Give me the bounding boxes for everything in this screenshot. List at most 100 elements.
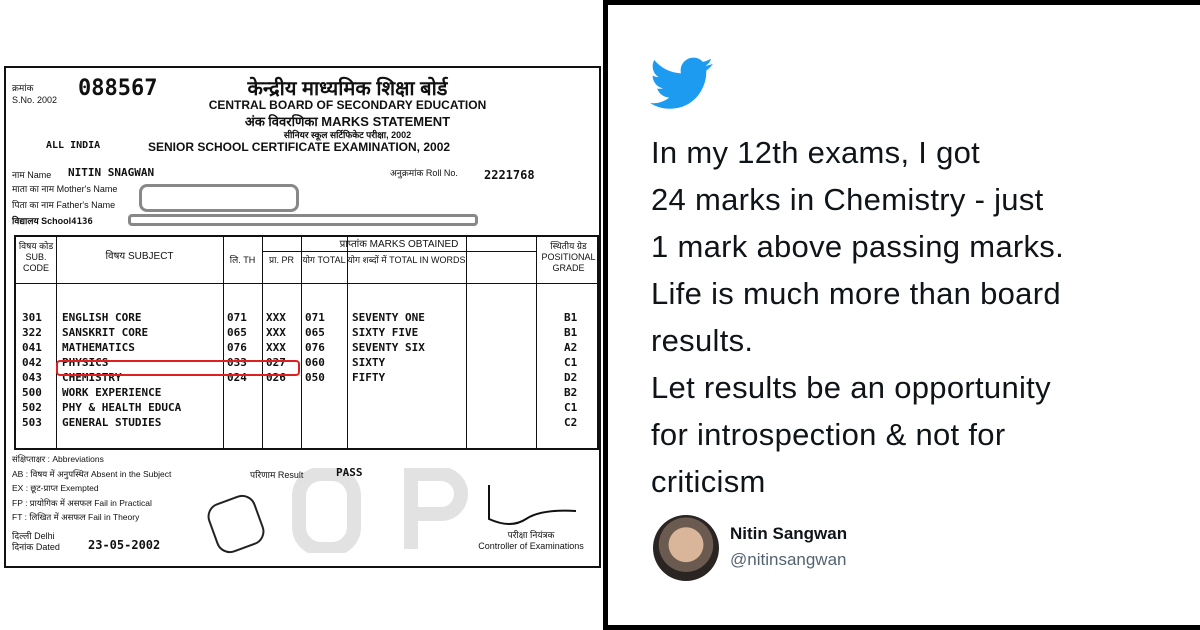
cell-code: 322: [22, 326, 42, 339]
result-label: परिणाम Result: [250, 470, 304, 480]
author-handle[interactable]: @nitinsangwan: [730, 550, 847, 569]
cell-subject: ENGLISH CORE: [62, 311, 142, 324]
cell-code: 042: [22, 356, 42, 369]
header-marks-obtained: प्राप्तांक MARKS OBTAINED: [339, 239, 459, 250]
table-row: 503 GENERAL STUDIES C2: [16, 416, 597, 431]
author-avatar[interactable]: [653, 515, 719, 581]
cell-subject: WORK EXPERIENCE: [62, 386, 162, 399]
table-row: 502 PHY & HEALTH EDUCA C1: [16, 401, 597, 416]
marks-table: विषय कोड SUB. CODE विषय SUBJECT प्राप्ता…: [14, 235, 599, 450]
header-pr: प्रा. PR: [269, 255, 294, 265]
place: दिल्ली Delhi: [12, 531, 55, 541]
cell-words: SEVENTY ONE: [352, 311, 425, 324]
statement-title: अंक विवरणिका MARKS STATEMENT: [244, 114, 451, 129]
cell-code: 041: [22, 341, 42, 354]
cell-pr: 027: [266, 356, 286, 369]
table-row: 041 MATHEMATICS 076 XXX 076 SEVENTY SIX A2: [16, 341, 597, 356]
header-total-in-words: योग शब्दों में TOTAL IN WORDS: [347, 255, 466, 265]
abbr-fp: FP : प्रायोगिक में असफल Fail in Practica…: [12, 497, 152, 508]
redacted-parent-names: [139, 184, 299, 212]
tweet-line: criticism: [651, 464, 766, 499]
controller-hindi: परीक्षा नियंत्रक: [507, 530, 555, 540]
cell-subject: GENERAL STUDIES: [62, 416, 162, 429]
roll-label: अनुक्रमांक Roll No.: [390, 168, 458, 178]
cell-words: SEVENTY SIX: [352, 341, 425, 354]
roll-number: 2221768: [484, 168, 535, 182]
abbreviations: संक्षिप्ताक्षर : Abbreviations AB : विषय…: [12, 452, 171, 525]
cell-grade: C1: [564, 401, 578, 414]
tweet-line: 24 marks in Chemistry - just: [651, 182, 1044, 217]
redacted-school-name: [128, 214, 478, 226]
name-label: नाम Name: [12, 170, 52, 180]
cell-total: 076: [305, 341, 325, 354]
table-row: 322 SANSKRIT CORE 065 XXX 065 SIXTY FIVE B1: [16, 326, 597, 341]
cell-grade: B1: [564, 326, 578, 339]
cell-grade: A2: [564, 341, 578, 354]
exam-hindi: सीनियर स्कूल सर्टिफिकेट परीक्षा, 2002: [283, 130, 412, 140]
father-name-label: पिता का नाम Father's Name: [12, 200, 116, 210]
issue-date: 23-05-2002: [88, 538, 161, 552]
header-subject: विषय SUBJECT: [105, 251, 174, 262]
cell-th: 076: [227, 341, 247, 354]
tweet-line: Life is much more than board: [651, 276, 1061, 311]
cell-grade: D2: [564, 371, 578, 384]
mother-name-label: माता का नाम Mother's Name: [12, 184, 118, 194]
marks-statement: क्रमांक S.No. 2002 088567 केन्द्रीय माध्य…: [4, 66, 601, 568]
table-row: 500 WORK EXPERIENCE B2: [16, 386, 597, 401]
cell-words: FIFTY: [352, 371, 386, 384]
serial-number: 088567: [78, 76, 158, 101]
cell-grade: B2: [564, 386, 578, 399]
header-th: लि. TH: [229, 255, 256, 265]
dated-label: दिनांक Dated: [12, 542, 60, 552]
header-sub-code: विषय कोड SUB. CODE: [18, 241, 54, 273]
tweet-text: In my 12th exams, I got 24 marks in Chem…: [651, 129, 1191, 505]
result-value: PASS: [336, 466, 363, 479]
school-code: 4136: [71, 217, 93, 227]
cell-words: SIXTY FIVE: [352, 326, 419, 339]
controller-signature: [488, 485, 577, 525]
exam-name: SENIOR SCHOOL CERTIFICATE EXAMINATION, 2…: [148, 140, 451, 154]
cell-total: 071: [305, 311, 325, 324]
cell-pr: XXX: [266, 341, 286, 354]
cell-subject: MATHEMATICS: [62, 341, 135, 354]
abbr-title: संक्षिप्ताक्षर : Abbreviations: [12, 454, 104, 464]
cell-pr: XXX: [266, 326, 286, 339]
tweet-line: results.: [651, 323, 754, 358]
serial-label: S.No. 2002: [12, 95, 58, 105]
abbr-ab: AB : विषय में अनुपस्थित Absent in the Su…: [12, 468, 172, 479]
official-stamp: [203, 491, 269, 557]
cell-total: 050: [305, 371, 325, 384]
twitter-bird-icon: [650, 57, 713, 109]
tweet-line: Let results be an opportunity: [651, 370, 1051, 405]
cell-code: 502: [22, 401, 42, 414]
copy-watermark: [292, 468, 468, 553]
cell-grade: C1: [564, 356, 578, 369]
school-label: विद्यालय School: [12, 216, 72, 226]
cell-code: 301: [22, 311, 42, 324]
board-name: CENTRAL BOARD OF SECONDARY EDUCATION: [208, 98, 487, 112]
cell-pr: XXX: [266, 311, 286, 324]
chemistry-highlight-box: [56, 360, 300, 376]
header-total: योग TOTAL: [302, 255, 346, 265]
cell-subject: PHY & HEALTH EDUCA: [62, 401, 182, 414]
serial-label-hi: क्रमांक: [12, 83, 34, 93]
tweet-line: for introspection & not for: [651, 417, 1006, 452]
abbr-ex: EX : छूट-प्राप्त Exempted: [12, 483, 99, 493]
cell-grade: B1: [564, 311, 578, 324]
cell-subject: PHYSICS: [62, 356, 109, 369]
author-name[interactable]: Nitin Sangwan: [730, 524, 848, 543]
table-row: 042 PHYSICS 033 027 060 SIXTY C1: [16, 356, 597, 371]
controller-title: Controller of Examinations: [478, 541, 584, 551]
cell-total: 060: [305, 356, 325, 369]
tweet-line: In my 12th exams, I got: [651, 135, 981, 170]
cell-subject: SANSKRIT CORE: [62, 326, 149, 339]
cell-words: SIXTY: [352, 356, 386, 369]
student-name: NITIN SNAGWAN: [68, 166, 155, 179]
cell-code: 043: [22, 371, 42, 384]
table-row: 301 ENGLISH CORE 071 XXX 071 SEVENTY ONE B1: [16, 311, 597, 326]
tweet-card: In my 12th exams, I got 24 marks in Chem…: [603, 0, 1200, 630]
cell-th: 033: [227, 356, 247, 369]
cell-code: 500: [22, 386, 42, 399]
header-positional-grade: स्थितीय ग्रेड POSITIONAL GRADE: [541, 241, 596, 273]
cell-total: 065: [305, 326, 325, 339]
